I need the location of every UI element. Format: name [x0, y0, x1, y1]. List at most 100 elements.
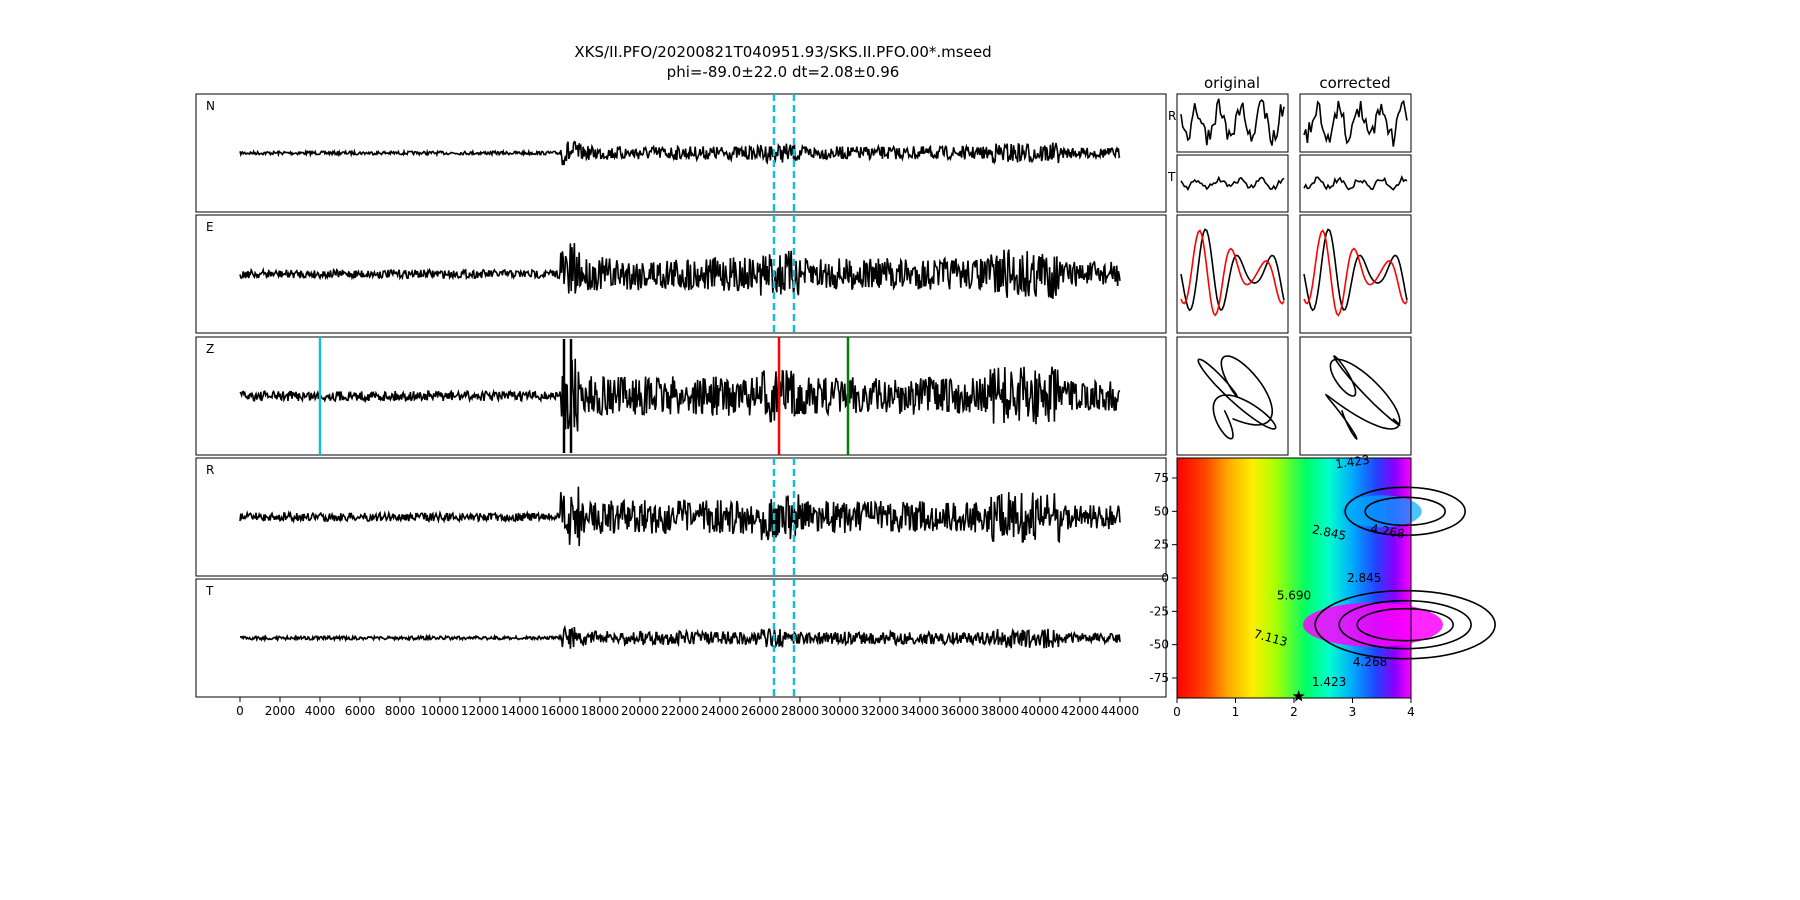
component-trace — [1303, 229, 1408, 317]
column-title-original: original — [1204, 74, 1260, 92]
subpanel-frame — [1176, 154, 1289, 213]
x-tick-label: 0 — [236, 704, 244, 718]
figure-title-line1: XKS/II.PFO/20200821T040951.93/SKS.II.PFO… — [574, 43, 991, 61]
hm-y-tick-label: -75 — [1149, 671, 1169, 685]
hm-y-tick-label: 75 — [1154, 471, 1169, 485]
x-tick-label: 36000 — [941, 704, 979, 718]
seismic-trace — [240, 624, 1121, 649]
subpanel-frame — [1176, 214, 1289, 334]
x-tick-label: 2000 — [265, 704, 296, 718]
x-tick-label: 14000 — [501, 704, 539, 718]
seismogram-panels: N E Z R T — [195, 93, 1167, 698]
subpanel-frame — [1299, 93, 1412, 153]
hm-y-tick-label: 50 — [1154, 504, 1169, 518]
x-tick-label: 10000 — [421, 704, 459, 718]
seismic-trace — [239, 486, 1121, 547]
x-tick-label: 20000 — [621, 704, 659, 718]
panel-frame — [195, 457, 1167, 577]
x-tick-label: 4000 — [305, 704, 336, 718]
subpanel-frame — [1176, 336, 1289, 456]
hm-x-tick-label: 4 — [1407, 705, 1415, 719]
contour-line — [1356, 607, 1454, 642]
panel-frame — [195, 214, 1167, 334]
subpanel-frame — [1299, 214, 1412, 334]
x-tick-label: 16000 — [541, 704, 579, 718]
x-tick-label: 42000 — [1061, 704, 1099, 718]
panel-frame — [195, 336, 1167, 456]
trace-label: N — [206, 99, 215, 113]
window-comparison-panels: RT — [1167, 93, 1412, 456]
seismic-trace — [239, 140, 1121, 166]
figure-title-line2: phi=-89.0±22.0 dt=2.08±0.96 — [667, 63, 900, 81]
hm-x-tick-label: 0 — [1173, 705, 1181, 719]
contour-line — [1344, 486, 1466, 537]
panel-frame — [195, 93, 1167, 213]
trace-panel-Z: Z — [195, 336, 1167, 456]
particle-motion — [1197, 355, 1277, 440]
hm-x-tick-label: 3 — [1349, 705, 1357, 719]
seismic-trace — [239, 243, 1121, 299]
contour-label: 1.423 — [1312, 675, 1346, 689]
x-tick-label: 22000 — [661, 704, 699, 718]
contour-label: 1.423 — [1335, 453, 1371, 472]
hm-y-tick-label: 0 — [1161, 571, 1169, 585]
contour-label: 2.845 — [1347, 571, 1381, 585]
window-trace — [1303, 99, 1408, 147]
contour-label: 4.268 — [1353, 655, 1387, 669]
window-trace — [1180, 175, 1285, 192]
component-trace — [1303, 228, 1408, 312]
contour-label: 2.845 — [1311, 522, 1348, 543]
hm-x-tick-label: 2 — [1290, 705, 1298, 719]
x-tick-label: 28000 — [781, 704, 819, 718]
x-tick-label: 38000 — [981, 704, 1019, 718]
column-title-corrected: corrected — [1319, 74, 1390, 92]
subpanel-frame — [1299, 154, 1412, 213]
x-tick-label: 18000 — [581, 704, 619, 718]
subpanel-frame — [1299, 336, 1412, 456]
x-tick-label: 8000 — [385, 704, 416, 718]
subpanel-corrected-1 — [1299, 154, 1412, 213]
subpanel-corrected-2 — [1299, 214, 1412, 334]
trace-panel-N: N — [195, 93, 1167, 213]
x-tick-label: 34000 — [901, 704, 939, 718]
contour-line — [1314, 589, 1496, 660]
subpanel-original-2 — [1176, 214, 1289, 334]
trace-panel-R: R — [195, 457, 1167, 577]
component-trace — [1180, 229, 1285, 317]
window-trace — [1180, 98, 1285, 146]
energy-max-region — [1302, 602, 1443, 647]
x-tick-label: 26000 — [741, 704, 779, 718]
subpanel-original-0: R — [1168, 93, 1289, 153]
trace-label: E — [206, 220, 214, 234]
trace-label: T — [205, 584, 214, 598]
particle-motion — [1324, 355, 1401, 441]
x-tick-label: 32000 — [861, 704, 899, 718]
hm-y-tick-label: 25 — [1154, 538, 1169, 552]
row-label: R — [1168, 109, 1176, 123]
subpanel-frame — [1176, 93, 1289, 153]
x-tick-label: 40000 — [1021, 704, 1059, 718]
contour-line — [1364, 496, 1446, 527]
secondary-region — [1341, 495, 1422, 528]
best-fit-star-icon: ★ — [1292, 687, 1306, 706]
contour-line — [1338, 599, 1472, 650]
x-tick-label: 44000 — [1101, 704, 1139, 718]
window-trace — [1303, 174, 1408, 191]
subpanel-original-3 — [1176, 336, 1289, 456]
trace-label: R — [206, 463, 214, 477]
hm-y-tick-label: -50 — [1149, 638, 1169, 652]
subpanel-original-1: T — [1167, 154, 1289, 213]
x-tick-label: 12000 — [461, 704, 499, 718]
hm-y-tick-label: -25 — [1149, 604, 1169, 618]
row-label: T — [1167, 170, 1176, 184]
subpanel-corrected-0 — [1299, 93, 1412, 153]
trace-panel-E: E — [195, 214, 1167, 334]
x-tick-label: 30000 — [821, 704, 859, 718]
x-tick-label: 6000 — [345, 704, 376, 718]
trace-label: Z — [206, 342, 214, 356]
component-trace — [1180, 228, 1285, 312]
hm-x-tick-label: 1 — [1232, 705, 1240, 719]
